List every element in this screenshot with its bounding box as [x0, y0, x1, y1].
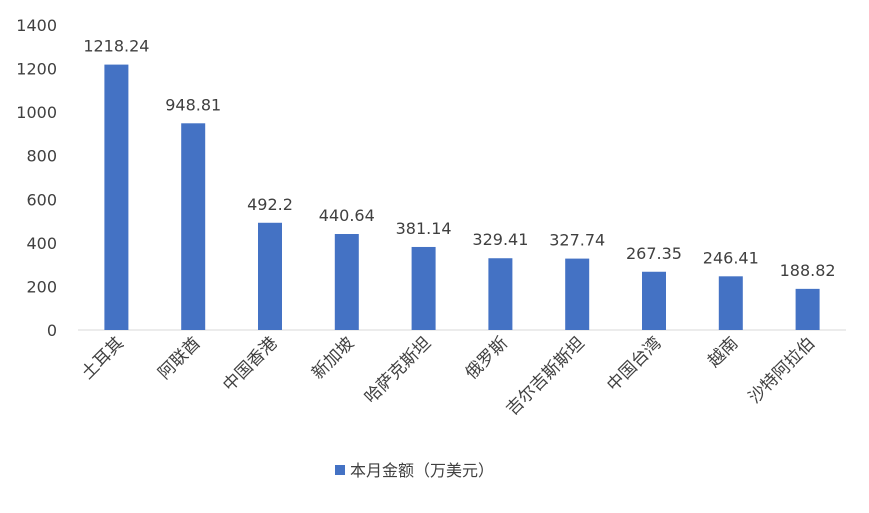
bar [181, 123, 206, 330]
data-labels: 1218.24 948.81 492.2 440.64 381.14 329.41 327.… [83, 37, 835, 280]
category-label: 中国台湾 [603, 333, 665, 395]
category-label: 新加坡 [308, 333, 358, 383]
category-label: 吉尔吉斯斯坦 [502, 333, 588, 419]
category-label: 俄罗斯 [462, 333, 512, 383]
data-label: 381.14 [396, 219, 452, 238]
data-label: 492.2 [247, 195, 293, 214]
y-tick-label: 200 [26, 277, 57, 296]
category-label: 阿联酋 [155, 333, 205, 383]
legend-label: 本月金额（万美元） [350, 461, 494, 480]
y-tick-label: 600 [26, 190, 57, 209]
y-tick-label: 800 [26, 147, 57, 166]
data-label: 1218.24 [83, 37, 149, 56]
legend-swatch [335, 465, 345, 475]
y-axis-ticks: 0 200 400 600 800 1000 1200 1400 [16, 16, 57, 340]
bar [642, 271, 666, 330]
data-label: 440.64 [319, 206, 375, 225]
bar [258, 222, 282, 330]
bar [104, 64, 129, 330]
bar [488, 258, 513, 330]
y-tick-label: 1200 [16, 60, 57, 79]
bar [565, 258, 590, 330]
data-label: 267.35 [626, 244, 682, 263]
legend: 本月金额（万美元） [335, 461, 494, 480]
data-label: 327.74 [549, 231, 605, 250]
y-tick-label: 1000 [16, 103, 57, 122]
data-label: 948.81 [165, 95, 221, 114]
bar [411, 246, 436, 330]
category-label: 土耳其 [78, 333, 128, 383]
category-label: 哈萨克斯坦 [361, 333, 435, 407]
bars [104, 64, 820, 330]
bar [718, 276, 743, 330]
data-label: 188.82 [780, 261, 836, 280]
y-tick-label: 400 [26, 234, 57, 253]
y-tick-label: 1400 [16, 16, 57, 35]
data-label: 329.41 [472, 230, 528, 249]
category-label: 越南 [704, 333, 742, 371]
category-label: 沙特阿拉伯 [745, 333, 819, 407]
y-tick-label: 0 [47, 321, 57, 340]
bar [334, 234, 359, 330]
bar [795, 288, 820, 330]
data-label: 246.41 [703, 248, 759, 267]
category-label: 中国香港 [219, 333, 281, 395]
